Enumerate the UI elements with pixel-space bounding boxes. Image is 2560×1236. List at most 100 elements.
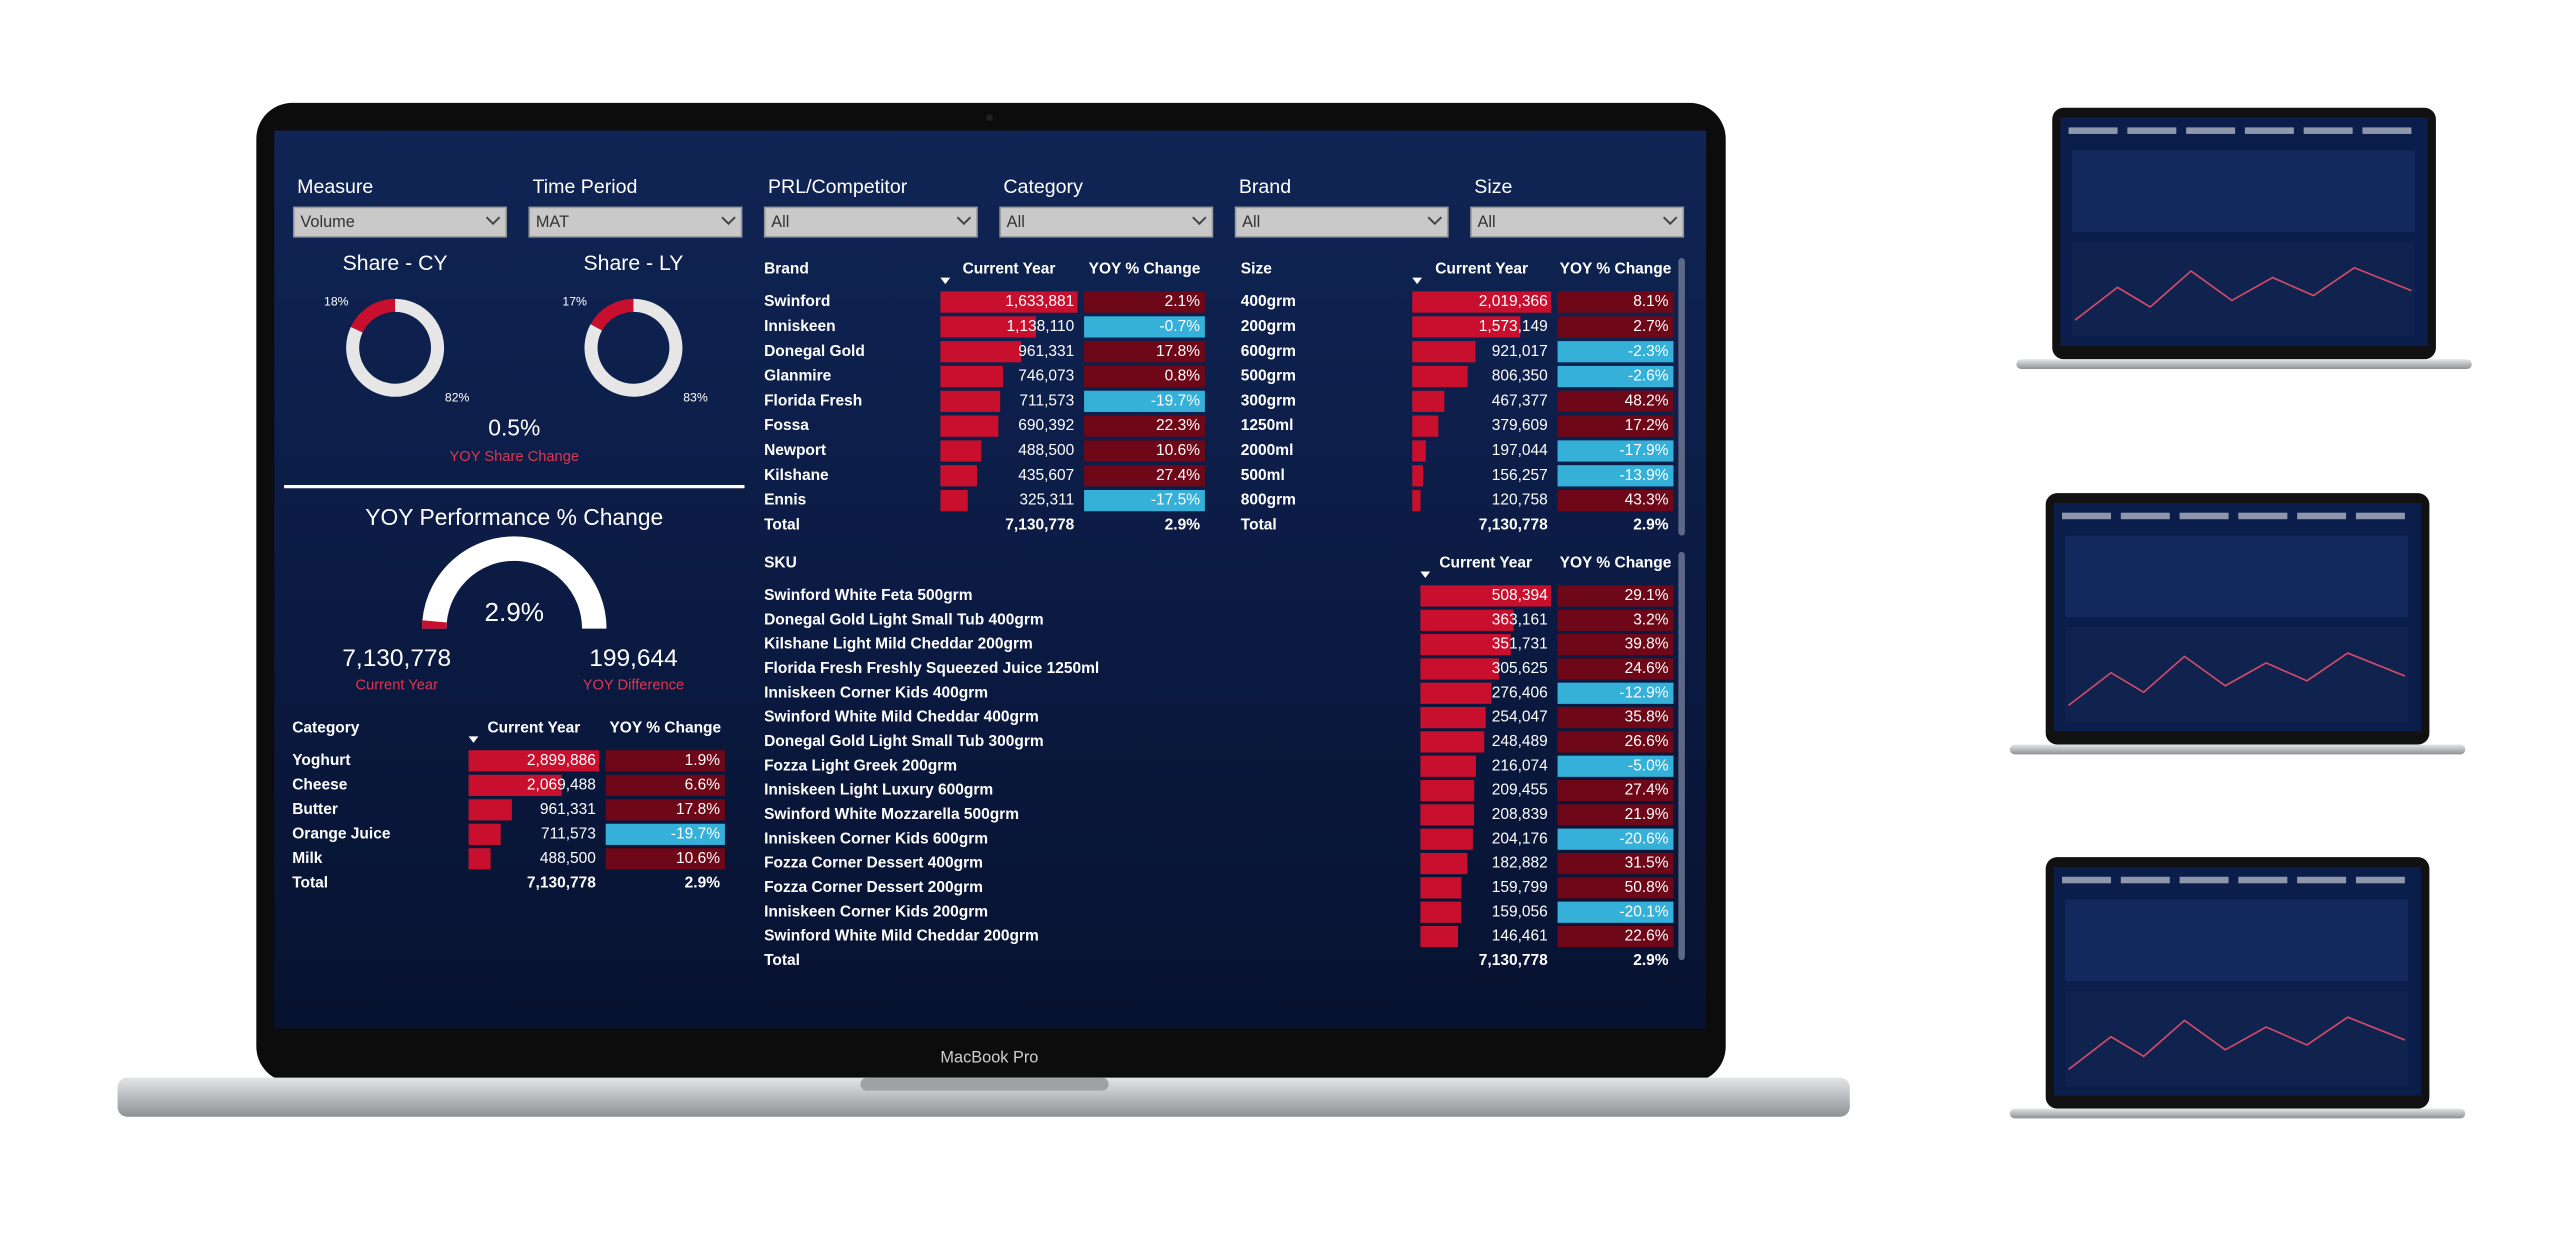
yoy-cell [1557, 877, 1674, 899]
dropdown[interactable] [293, 206, 507, 238]
chevron [1427, 216, 1442, 226]
donut-title: Share - CY [343, 252, 448, 275]
yoy-cell [1084, 365, 1205, 388]
kpi-caption: YOY Difference [583, 678, 685, 694]
row-label: 600grm [1241, 343, 1296, 360]
bar-value: 690,392 [1018, 417, 1074, 434]
dropdown[interactable] [999, 206, 1214, 238]
yoy-value: 22.3% [1156, 417, 1200, 434]
total-yoy: 2.9% [1165, 517, 1201, 534]
bar-value: 961,331 [540, 801, 596, 818]
scrollbar[interactable] [1678, 551, 1685, 961]
camera [986, 114, 993, 121]
chevron [956, 216, 972, 226]
yoy-value: 17.2% [1625, 417, 1669, 434]
row-label: Swinford White Feta 500grm [764, 587, 972, 604]
total-value: 7,130,778 [1479, 517, 1548, 534]
dropdown-value: MAT [536, 213, 569, 231]
laptop-screen [274, 130, 1707, 1029]
donut-label: 17% [562, 294, 587, 308]
row-label: Swinford White Mild Cheddar 200grm [764, 928, 1039, 945]
yoy-value: 10.6% [1156, 442, 1200, 459]
yoy-value: -20.6% [1619, 830, 1668, 847]
dropdown[interactable] [1470, 206, 1685, 238]
bar [1420, 658, 1499, 680]
row-label: Yoghurt [292, 752, 350, 769]
yoy-value: -5.0% [1628, 757, 1669, 774]
bar-value: 120,758 [1492, 492, 1548, 509]
row-label: Fossa [764, 417, 809, 434]
dashboard: Measure Volume Time Period MAT PRL/Competito… [292, 176, 1685, 969]
row-label: 300grm [1241, 392, 1296, 409]
donut-slice [346, 298, 444, 397]
row-label: 2000ml [1241, 442, 1294, 459]
row-label: Glanmire [764, 368, 832, 385]
yoy-value: -0.7% [1159, 318, 1200, 335]
yoy-value: 26.6% [1625, 733, 1669, 750]
dropdown-value: All [1478, 213, 1496, 231]
yoy-cell [1557, 706, 1674, 729]
yoy-value: 3.2% [1633, 611, 1669, 628]
total-value: 7,130,778 [527, 874, 596, 891]
bar [468, 823, 501, 845]
bar-value: 182,882 [1492, 855, 1548, 872]
bar-value: 254,047 [1492, 709, 1548, 726]
yoy-cell [1557, 609, 1674, 631]
dropdown[interactable] [1234, 206, 1449, 238]
row-label: 200grm [1241, 318, 1296, 335]
scrollbar[interactable] [1678, 258, 1685, 536]
yoy-cell [1084, 415, 1205, 437]
sort-arrow[interactable] [1412, 277, 1423, 285]
sort-arrow[interactable] [1420, 571, 1431, 578]
yoy-value: -19.7% [671, 825, 720, 842]
yoy-cell [605, 848, 725, 870]
yoy-value: 0.8% [1165, 368, 1201, 385]
yoy-value: -20.1% [1619, 903, 1668, 920]
bar [1420, 779, 1475, 802]
bar [468, 848, 491, 870]
dropdown[interactable] [528, 206, 743, 238]
yoy-cell [1557, 440, 1674, 462]
row-label: Donegal Gold Light Small Tub 400grm [764, 611, 1044, 628]
yoy-value: 50.8% [1625, 879, 1669, 896]
yoy-cell [1557, 852, 1674, 875]
total-value: 7,130,778 [1479, 952, 1548, 969]
bar [1412, 341, 1476, 363]
bar [940, 490, 968, 512]
sort-arrow[interactable] [940, 277, 951, 285]
sort-arrow[interactable] [468, 736, 479, 743]
yoy-value: 17.8% [676, 801, 720, 818]
bar-value: 379,609 [1492, 417, 1548, 434]
bar-value: 146,461 [1492, 928, 1548, 945]
table-header: YOY % Change [1560, 554, 1672, 571]
yoy-cell [1557, 365, 1674, 388]
table-header: Category [292, 719, 360, 736]
row-label: 400grm [1241, 293, 1296, 310]
yoy-value: 22.6% [1625, 928, 1669, 945]
bar-value: 208,839 [1492, 806, 1548, 823]
bar [940, 341, 1022, 363]
bar-value: 711,573 [541, 825, 596, 842]
yoy-cell [1557, 291, 1674, 313]
table-header: Current Year [1435, 261, 1528, 278]
bar [1412, 390, 1445, 412]
yoy-value: 43.3% [1625, 492, 1669, 509]
yoy-cell [1557, 415, 1674, 437]
yoy-value: 1.9% [685, 752, 721, 769]
bar [468, 750, 600, 772]
yoy-cell [1557, 341, 1674, 363]
bar-value: 467,377 [1492, 392, 1548, 409]
total-label: Total [292, 874, 328, 891]
dropdown[interactable] [763, 206, 978, 238]
bar [1420, 682, 1492, 704]
yoy-value: 27.4% [1625, 782, 1669, 799]
row-label: Milk [292, 850, 323, 867]
yoy-value: 29.1% [1625, 587, 1669, 604]
yoy-value: 24.6% [1625, 660, 1669, 677]
kpi-caption: YOY Share Change [450, 449, 580, 465]
bar-value: 2,019,366 [1479, 293, 1548, 310]
yoy-cell [1084, 390, 1205, 412]
yoy-value: -17.9% [1619, 442, 1668, 459]
chevron [721, 216, 736, 226]
bar-value: 248,489 [1492, 733, 1548, 750]
